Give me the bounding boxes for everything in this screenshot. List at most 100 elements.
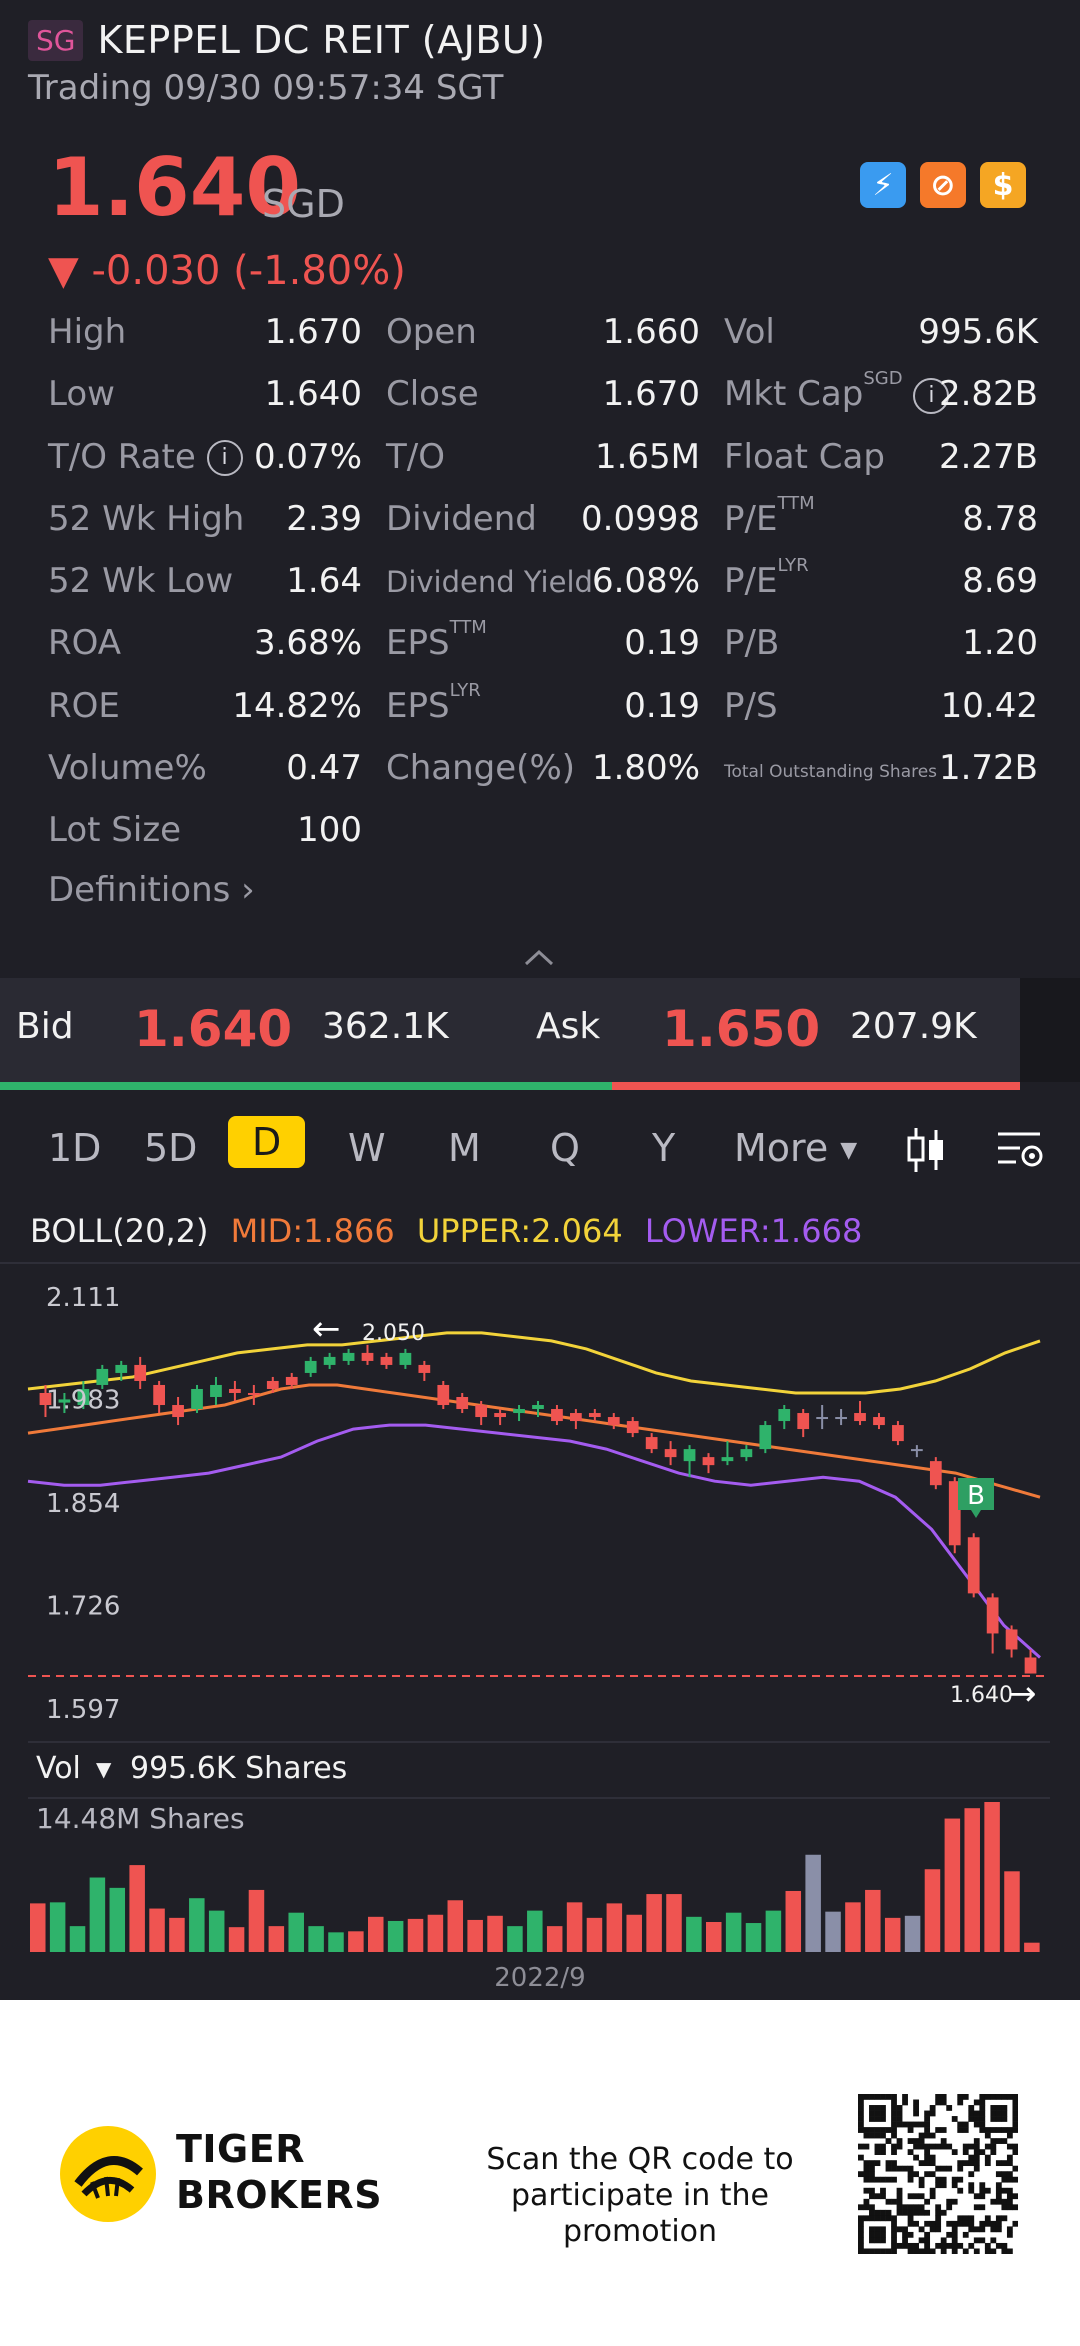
qr-module <box>891 2127 897 2133</box>
qr-module <box>880 2237 886 2244</box>
stat-label: EPSLYR <box>386 680 481 726</box>
stats-row: Lot Size 100 <box>48 810 1038 872</box>
tab-y[interactable]: Y <box>652 1126 676 1170</box>
qr-module <box>995 2242 1002 2249</box>
stat-label: ROA <box>48 623 122 664</box>
qr-module <box>929 2132 936 2139</box>
indicator-settings-icon[interactable] <box>996 1128 1046 1172</box>
qr-module <box>995 2105 1002 2111</box>
volume-bar <box>288 1912 304 1952</box>
qr-module <box>957 2160 964 2167</box>
qr-module <box>924 2242 931 2249</box>
qr-module <box>863 2215 870 2222</box>
to-rate-info-icon[interactable]: i <box>206 440 243 477</box>
tab-m[interactable]: M <box>448 1126 481 1170</box>
volume-label[interactable]: Vol <box>36 1751 81 1786</box>
volume-bar <box>686 1916 702 1952</box>
qr-module <box>924 2248 931 2254</box>
tab-1d[interactable]: 1D <box>48 1126 102 1170</box>
qr-module <box>995 2116 1002 2122</box>
qr-module <box>918 2237 925 2244</box>
volume-dropdown-icon[interactable]: ▼ <box>96 1757 112 1781</box>
qr-module <box>863 2198 870 2205</box>
promo-line-1: Scan the QR code to <box>486 2142 794 2177</box>
volume-bar <box>1024 1942 1040 1952</box>
mkt-cap-info-icon[interactable]: i <box>913 377 950 414</box>
candle-body <box>873 1417 885 1426</box>
flash-badge-icon[interactable]: ⚡ <box>860 162 906 208</box>
qr-module <box>968 2242 975 2249</box>
qr-module <box>885 2248 892 2254</box>
qr-module <box>891 2220 897 2227</box>
qr-module <box>902 2165 908 2172</box>
qr-module <box>957 2127 964 2133</box>
stat-value: 0.47 <box>286 748 362 789</box>
qr-module <box>984 2143 991 2150</box>
volume-bar <box>328 1932 344 1952</box>
collapse-chevron-up-icon[interactable] <box>522 948 556 968</box>
qr-module <box>1001 2105 1008 2111</box>
qr-module <box>973 2121 980 2128</box>
qr-module <box>869 2176 875 2183</box>
candlestick-type-icon[interactable] <box>904 1126 948 1174</box>
volume-bar <box>129 1865 145 1952</box>
qr-module <box>918 2132 925 2139</box>
order-book-bar: Bid 1.640 362.1K Ask 1.650 207.9K <box>0 978 1020 1082</box>
candle-body <box>967 1537 980 1594</box>
volume-bar <box>845 1902 861 1952</box>
pe-ttm-label: P/E <box>724 498 778 539</box>
candle-body <box>418 1364 431 1373</box>
qr-module <box>885 2127 892 2133</box>
qr-module <box>896 2165 903 2172</box>
qr-module <box>863 2204 870 2211</box>
stat-label: 52 Wk High <box>48 498 245 539</box>
y-tick-label: 2.111 <box>46 1283 120 1313</box>
qr-module <box>913 2138 919 2144</box>
buy-marker[interactable]: B <box>958 1478 994 1518</box>
qr-module <box>918 2226 925 2233</box>
qr-module <box>891 2121 897 2128</box>
volume-bar <box>407 1918 424 1952</box>
tab-d[interactable]: D <box>228 1116 306 1168</box>
tab-more[interactable]: More ▼ <box>734 1126 857 1170</box>
qr-module <box>1006 2171 1013 2178</box>
candle-body <box>58 1399 71 1403</box>
qr-module <box>918 2204 925 2211</box>
qr-module <box>874 2237 881 2244</box>
candle-body <box>77 1388 90 1406</box>
qr-module <box>891 2242 897 2249</box>
price-chart[interactable]: 2.111 1.983 1.854 1.726 1.597 1.640 → ← 2.05… <box>0 1262 1080 2000</box>
qr-module <box>869 2209 875 2216</box>
trade-badge-icon[interactable]: ⊘ <box>920 162 966 208</box>
tab-5d[interactable]: 5D <box>144 1126 198 1170</box>
candle-body <box>532 1405 544 1410</box>
qr-module <box>869 2160 875 2167</box>
definitions-link[interactable]: Definitions › <box>48 870 255 910</box>
y-tick-label: 1.726 <box>46 1592 120 1622</box>
volume-bar <box>30 1903 46 1952</box>
qr-module <box>918 2248 925 2254</box>
qr-module <box>962 2231 969 2238</box>
qr-module <box>995 2226 1002 2233</box>
qr-module <box>863 2187 870 2194</box>
qr-module <box>885 2138 892 2144</box>
candle-body <box>778 1409 791 1422</box>
volume-bar <box>944 1818 961 1952</box>
qr-module <box>1012 2193 1018 2200</box>
tab-w[interactable]: W <box>348 1126 386 1170</box>
volume-bar <box>745 1923 762 1952</box>
qr-module <box>990 2248 997 2254</box>
qr-module <box>940 2094 947 2100</box>
dollar-badge-icon[interactable]: $ <box>980 162 1026 208</box>
qr-module <box>913 2105 919 2111</box>
candle-body <box>437 1384 450 1406</box>
qr-module <box>891 2198 897 2205</box>
qr-module <box>929 2154 936 2161</box>
volume-bar <box>884 1917 901 1952</box>
qr-module <box>984 2248 991 2254</box>
qr-module <box>990 2226 997 2233</box>
candle-body <box>399 1352 412 1365</box>
stock-title: KEPPEL DC REIT (AJBU) <box>97 18 546 62</box>
arrow-right-icon[interactable]: → <box>1008 1674 1037 1714</box>
tab-q[interactable]: Q <box>550 1126 580 1170</box>
